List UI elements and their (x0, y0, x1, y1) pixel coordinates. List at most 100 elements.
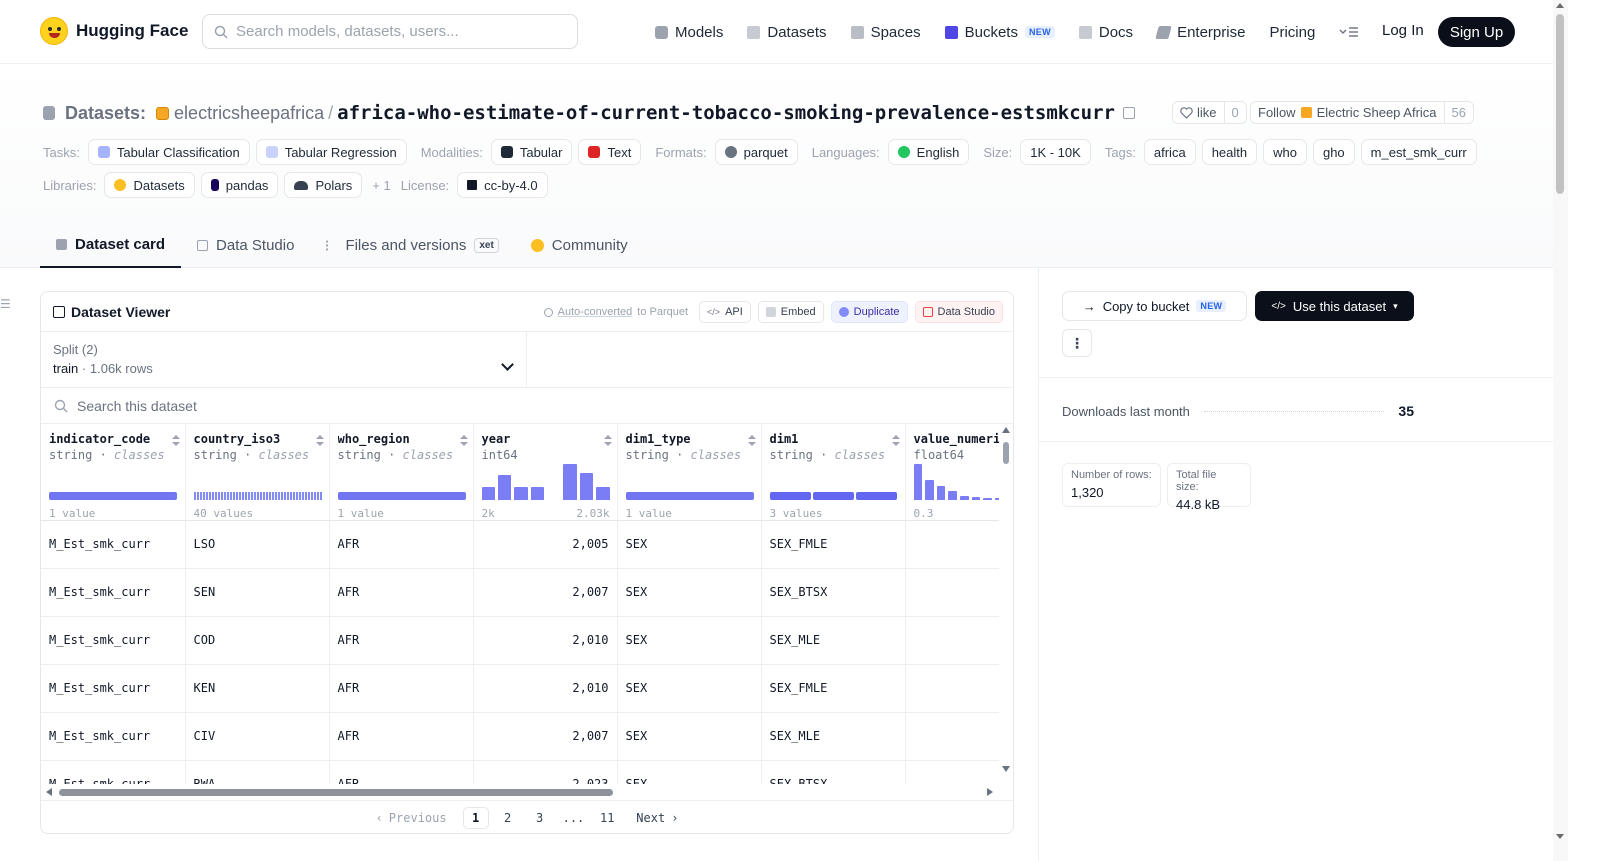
histogram-bar[interactable] (960, 495, 969, 500)
distribution-bar[interactable] (337, 492, 466, 500)
table-cell[interactable] (905, 616, 999, 665)
table-cell[interactable]: SEX_MLE (761, 712, 906, 761)
table-cell[interactable]: RWA (185, 760, 330, 784)
table-cell[interactable]: LSO (185, 520, 330, 569)
nav-spaces[interactable]: Spaces (850, 24, 921, 41)
histogram-bar[interactable] (948, 491, 957, 500)
tag-chip[interactable]: africa (1143, 139, 1196, 165)
table-cell[interactable]: AFR (329, 760, 474, 784)
table-cell[interactable]: COD (185, 616, 330, 665)
table-cell[interactable]: 2,023 (473, 760, 618, 784)
like-label-segment[interactable]: like (1173, 102, 1224, 123)
table-horizontal-scrollbar[interactable] (41, 786, 999, 798)
sort-icon[interactable] (747, 435, 756, 447)
tab-files-and-versions[interactable]: Files and versions xet (310, 222, 514, 268)
histogram-bar[interactable] (994, 498, 999, 500)
login-link[interactable]: Log In (1382, 22, 1424, 39)
table-cell[interactable] (905, 520, 999, 569)
table-cell[interactable]: SEX_BTSX (761, 760, 906, 784)
repo-org-link[interactable]: electricsheepafrica (174, 102, 325, 123)
table-cell[interactable]: SEX_FMLE (761, 664, 906, 713)
page-button[interactable]: 11 (600, 810, 615, 825)
histogram-bar[interactable] (913, 464, 923, 500)
table-cell[interactable] (905, 568, 999, 617)
nav-models[interactable]: Models (655, 24, 723, 41)
table-cell[interactable]: SEX (617, 760, 762, 784)
nav-enterprise[interactable]: Enterprise (1155, 24, 1245, 41)
repo-type-link[interactable]: Datasets: (65, 102, 147, 123)
task-tag[interactable]: Tabular Regression (255, 139, 407, 165)
scroll-down-icon[interactable] (1002, 766, 1010, 772)
nav-datasets[interactable]: Datasets (747, 24, 827, 41)
table-cell[interactable]: 2,010 (473, 616, 618, 665)
tag-chip[interactable]: who (1263, 139, 1307, 165)
table-vertical-scrollbar[interactable] (1000, 424, 1013, 784)
follow-count[interactable]: 56 (1443, 102, 1473, 123)
nav-buckets[interactable]: Buckets NEW (944, 24, 1055, 41)
table-cell[interactable] (905, 760, 999, 784)
distribution-bar[interactable] (769, 492, 898, 500)
like-button[interactable]: like 0 (1172, 101, 1247, 124)
tag-chip[interactable]: gho (1312, 139, 1355, 165)
table-cell[interactable]: M_Est_smk_curr (41, 616, 186, 665)
split-selector[interactable]: Split (2) train · 1.06k rows (41, 332, 527, 388)
page-button[interactable]: 3 (535, 810, 544, 825)
table-cell[interactable]: KEN (185, 664, 330, 713)
histogram-bar[interactable] (481, 487, 495, 500)
size-tag[interactable]: 1K - 10K (1020, 139, 1091, 165)
like-count[interactable]: 0 (1223, 102, 1246, 123)
column-header[interactable]: dim1 string · classes 3 values (761, 424, 906, 521)
column-header[interactable]: who_region string · classes 1 value (329, 424, 474, 521)
table-cell[interactable]: AFR (329, 568, 474, 617)
license-tag[interactable]: cc-by-4.0 (457, 172, 548, 198)
scroll-left-icon[interactable] (46, 788, 52, 796)
hf-logo-link[interactable]: Hugging Face (40, 17, 188, 45)
scroll-down-icon[interactable] (1556, 834, 1564, 839)
histogram-bar[interactable] (563, 464, 577, 500)
modality-tag[interactable]: Text (578, 139, 642, 165)
table-cell[interactable]: 2,010 (473, 664, 618, 713)
table-cell[interactable]: M_Est_smk_curr (41, 712, 186, 761)
libraries-more[interactable]: + 1 (372, 177, 391, 193)
nav-more-menu[interactable] (1339, 26, 1359, 38)
scroll-up-icon[interactable] (1556, 3, 1564, 8)
use-this-dataset-button[interactable]: </> Use this dataset ▾ (1255, 291, 1414, 321)
modality-tag[interactable]: Tabular (490, 139, 573, 165)
auto-converted-link[interactable]: Auto-converted (557, 306, 633, 318)
signup-button[interactable]: Sign Up (1438, 17, 1515, 47)
sort-icon[interactable] (891, 435, 900, 447)
histogram-bar[interactable] (971, 497, 981, 500)
table-cell[interactable]: AFR (329, 616, 474, 665)
dataset-search[interactable] (41, 388, 1013, 424)
table-cell[interactable]: M_Est_smk_curr (41, 568, 186, 617)
follow-button[interactable]: Follow Electric Sheep Africa 56 (1250, 101, 1474, 124)
follow-segment[interactable]: Follow Electric Sheep Africa (1251, 102, 1444, 123)
more-options-button[interactable]: ⋮ (1062, 329, 1092, 357)
duplicate-button[interactable]: Duplicate (830, 301, 908, 323)
table-cell[interactable]: M_Est_smk_curr (41, 664, 186, 713)
library-tag[interactable]: pandas (200, 172, 279, 198)
table-cell[interactable]: SEX (617, 568, 762, 617)
table-cell[interactable]: SEX_BTSX (761, 568, 906, 617)
sort-icon[interactable] (603, 435, 612, 447)
table-cell[interactable]: SEN (185, 568, 330, 617)
table-cell[interactable]: AFR (329, 520, 474, 569)
table-cell[interactable]: M_Est_smk_curr (41, 520, 186, 569)
page-scrollbar[interactable] (1553, 0, 1568, 861)
copy-to-bucket-button[interactable]: → Copy to bucket NEW (1062, 291, 1247, 321)
repo-name-link[interactable]: africa-who-estimate-of-current-tobacco-s… (337, 102, 1115, 124)
histogram-bar[interactable] (596, 487, 610, 500)
scroll-right-icon[interactable] (987, 788, 993, 796)
table-cell[interactable]: M_Est_smk_curr (41, 760, 186, 784)
scroll-up-icon[interactable] (1002, 427, 1010, 433)
page-button[interactable]: 1 (462, 806, 489, 829)
histogram-bar[interactable] (514, 487, 528, 500)
api-button[interactable]: </> API (699, 301, 751, 323)
format-tag[interactable]: parquet (714, 139, 798, 165)
histogram-bar[interactable] (579, 473, 594, 500)
language-tag[interactable]: English (887, 139, 970, 165)
table-cell[interactable]: SEX (617, 520, 762, 569)
data-studio-button[interactable]: Data Studio (914, 301, 1003, 323)
histogram-bar[interactable] (530, 487, 544, 500)
sort-icon[interactable] (171, 435, 180, 447)
